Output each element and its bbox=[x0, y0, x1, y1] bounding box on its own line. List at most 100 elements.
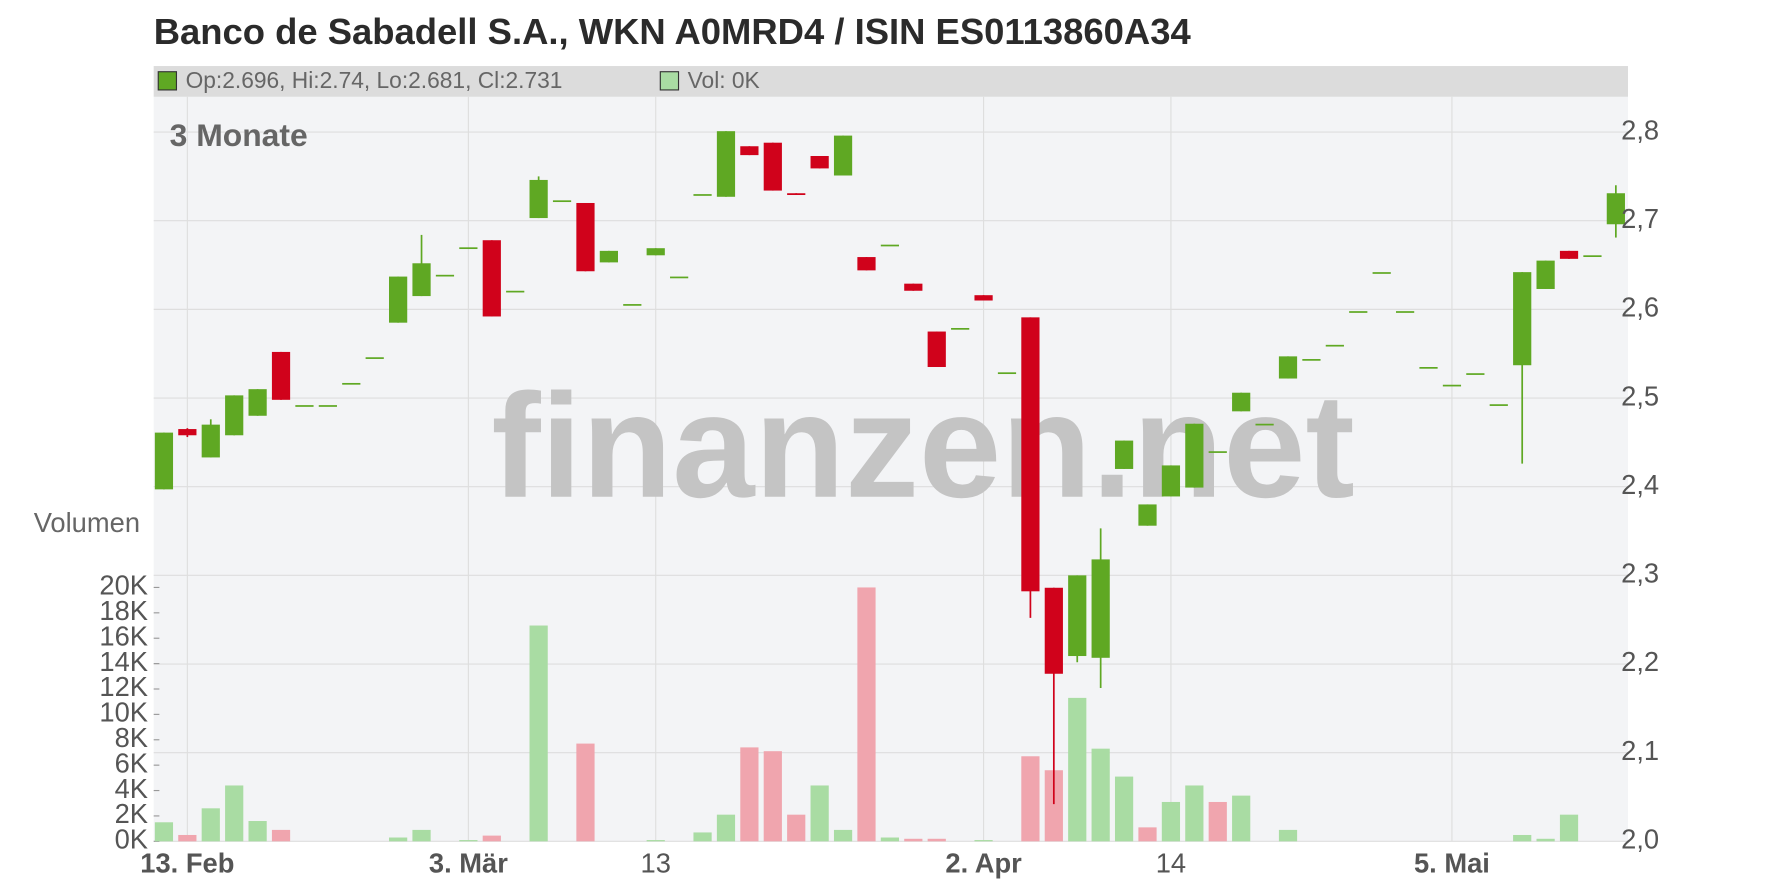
candle-body bbox=[576, 202, 595, 272]
candle-body bbox=[389, 276, 408, 323]
candle-body bbox=[482, 240, 501, 317]
volume-bar bbox=[1232, 795, 1251, 842]
volume-bar bbox=[154, 822, 174, 842]
candle-body bbox=[763, 142, 782, 191]
x-tick-label: 13 bbox=[641, 847, 671, 878]
legend-bar bbox=[153, 66, 1629, 97]
candle-body bbox=[646, 248, 665, 256]
candle-body bbox=[810, 155, 829, 169]
legend-swatch-price bbox=[157, 71, 178, 91]
volume-bar bbox=[787, 814, 806, 842]
candle-body bbox=[248, 389, 267, 416]
volume-bar bbox=[1208, 801, 1227, 842]
x-tick-label: 2. Apr bbox=[945, 847, 1022, 878]
volume-bar bbox=[389, 837, 408, 842]
volume-tick-label: 0K bbox=[115, 824, 148, 855]
chart-title: Banco de Sabadell S.A., WKN A0MRD4 / ISI… bbox=[154, 11, 1192, 52]
candle-body bbox=[435, 274, 455, 277]
candle-body bbox=[459, 247, 478, 250]
marks bbox=[154, 131, 1625, 842]
candle-body bbox=[506, 290, 525, 293]
candle-body bbox=[1489, 404, 1508, 406]
x-tick-label: 5. Mai bbox=[1414, 847, 1490, 878]
candle-body bbox=[271, 351, 291, 400]
y-tick-label: 2,4 bbox=[1621, 469, 1659, 500]
volume-bar bbox=[1021, 756, 1040, 842]
candle-body bbox=[1208, 451, 1227, 453]
candle-body bbox=[1161, 465, 1181, 497]
candle-body bbox=[201, 424, 220, 458]
volume-bar bbox=[1044, 770, 1063, 842]
volume-tick-label: 10K bbox=[99, 697, 148, 728]
volume-bar bbox=[740, 747, 759, 842]
volume-bar bbox=[1114, 776, 1134, 842]
y-tick-label: 2,6 bbox=[1621, 292, 1659, 323]
candle-body bbox=[1325, 344, 1344, 347]
volume-bar bbox=[1068, 697, 1087, 842]
volume-bar bbox=[529, 625, 548, 842]
volume-bar bbox=[927, 838, 946, 842]
volume-bar bbox=[833, 829, 853, 842]
volume-bar bbox=[482, 835, 501, 842]
volume-bar bbox=[271, 829, 291, 842]
volume-bar bbox=[248, 821, 267, 842]
volume-tick-label: 18K bbox=[99, 595, 148, 626]
candle-body bbox=[740, 146, 759, 156]
candle-body bbox=[342, 382, 361, 385]
volume-bar bbox=[459, 840, 478, 842]
candle-body bbox=[599, 250, 618, 263]
y-tick-label: 2,2 bbox=[1621, 646, 1659, 677]
x-tick-label: 13. Feb bbox=[140, 847, 234, 878]
volume-bar bbox=[857, 587, 876, 842]
candle-body bbox=[833, 135, 853, 176]
volume-tick-label: 8K bbox=[115, 722, 148, 753]
candle-body bbox=[1068, 575, 1087, 657]
candle-body bbox=[1536, 260, 1555, 289]
candle-body bbox=[1559, 250, 1579, 259]
y-tick-label: 2,3 bbox=[1621, 558, 1659, 589]
volume-bar bbox=[904, 838, 923, 842]
volume-bar bbox=[810, 785, 829, 842]
candle-body bbox=[318, 405, 337, 407]
volume-bar bbox=[178, 834, 197, 842]
volume-tick-label: 2K bbox=[115, 798, 148, 829]
volume-tick-label: 14K bbox=[99, 646, 148, 677]
candle-body bbox=[1442, 384, 1462, 387]
candle-body bbox=[1606, 193, 1625, 225]
candle-body bbox=[927, 331, 946, 368]
volume-bar bbox=[1559, 814, 1579, 842]
candle-body bbox=[974, 295, 993, 301]
volume-bar bbox=[716, 814, 736, 842]
x-tick-label: 14 bbox=[1156, 847, 1186, 878]
candle-body bbox=[365, 357, 384, 359]
candle-body bbox=[1349, 311, 1368, 313]
legend-price: Op:2.696, Hi:2.74, Lo:2.681, Cl:2.731 bbox=[186, 67, 563, 93]
candle-body bbox=[693, 194, 712, 196]
period-label: 3 Monate bbox=[170, 117, 308, 153]
volume-tick-label: 6K bbox=[115, 747, 148, 778]
candle-body bbox=[857, 257, 876, 271]
volume-tick-label: 20K bbox=[99, 570, 148, 601]
candle-body bbox=[670, 276, 689, 279]
candle-body bbox=[1255, 423, 1274, 426]
candle-body bbox=[1419, 367, 1438, 369]
candle-body bbox=[997, 372, 1017, 375]
volume-bar bbox=[1185, 785, 1204, 842]
y-tick-label: 2,1 bbox=[1621, 735, 1659, 766]
candle-body bbox=[295, 405, 314, 407]
candle-body bbox=[904, 283, 923, 291]
y-tick-label: 2,7 bbox=[1621, 203, 1659, 234]
candle-body bbox=[716, 131, 736, 197]
volume-bar bbox=[1513, 834, 1532, 842]
volume-bar bbox=[1161, 801, 1181, 842]
candle-body bbox=[1513, 272, 1532, 366]
candle-body bbox=[880, 244, 900, 247]
candle-body bbox=[1372, 272, 1391, 274]
candle-body bbox=[623, 304, 642, 306]
volume-bar bbox=[1536, 838, 1555, 842]
legend-swatch-volume bbox=[659, 71, 680, 91]
volume-bar bbox=[1278, 829, 1298, 842]
volume-bar bbox=[576, 743, 595, 842]
